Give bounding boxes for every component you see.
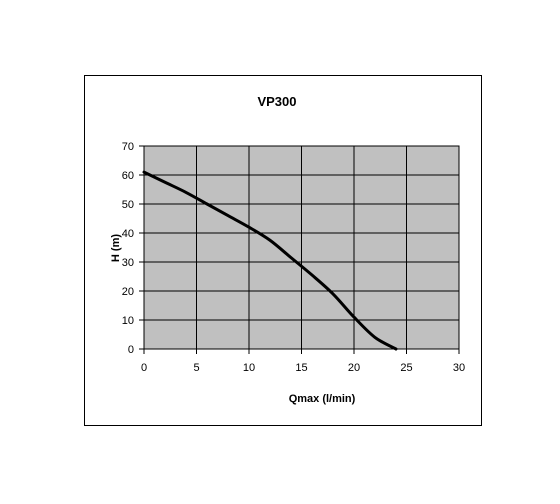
y-tick-label: 70 [122,141,134,153]
x-tick-label: 20 [348,362,360,374]
y-tick-label: 60 [122,170,134,182]
x-tick-label: 15 [295,362,307,374]
x-tick-label: 5 [193,362,199,374]
chart-svg: VP300 0 5 10 15 20 25 30 0 10 20 30 40 50 60 70 Qmax (… [110,94,465,405]
x-tick-label: 10 [243,362,255,374]
y-tick-label: 20 [122,286,134,298]
y-tick-label: 50 [122,199,134,211]
axis-ticks: 0 5 10 15 20 25 30 0 10 20 30 40 50 60 70 [122,141,465,374]
y-tick-label: 0 [128,344,134,356]
grid-lines [144,146,459,349]
series-line-vp300 [142,170,398,351]
x-tick-label: 0 [141,362,147,374]
x-axis-label: Qmax (l/min) [289,393,356,405]
y-tick-label: 30 [122,257,134,269]
chart-frame: VP300 0 5 10 15 20 25 30 0 10 20 30 40 50 60 70 Qmax (… [84,75,482,426]
chart-title: VP300 [257,94,296,109]
y-tick-label: 40 [122,228,134,240]
x-tick-label: 25 [400,362,412,374]
y-axis-label: H (m) [110,234,122,262]
x-tick-label: 30 [453,362,465,374]
y-tick-label: 10 [122,315,134,327]
